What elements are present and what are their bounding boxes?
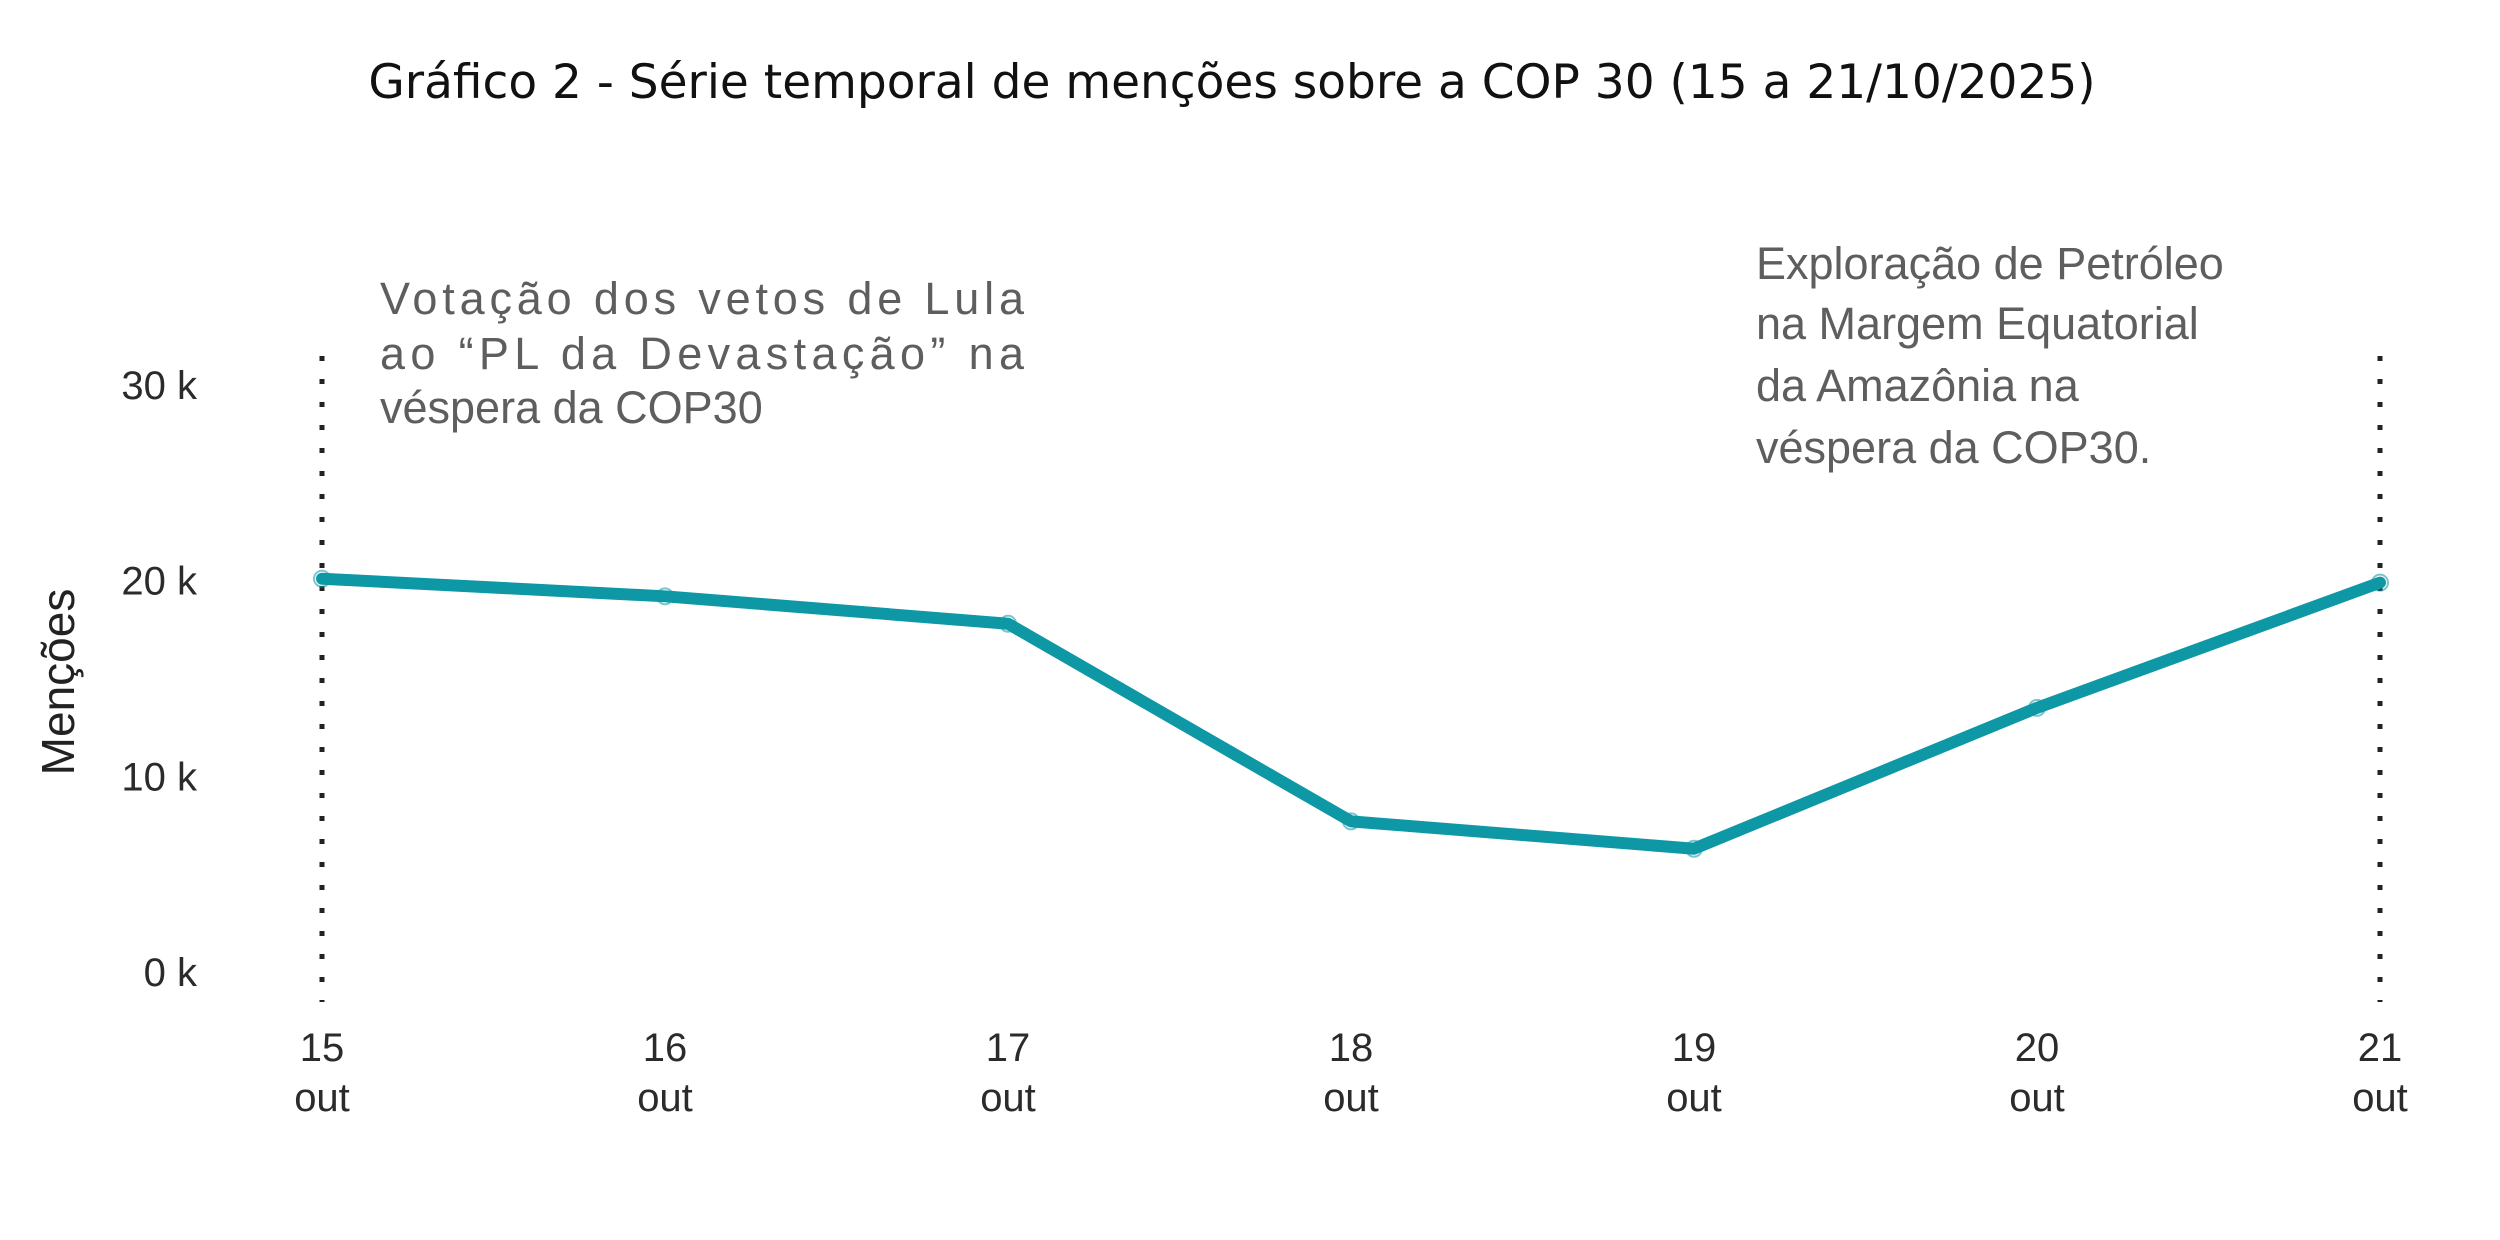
- data-point: [2028, 698, 2046, 717]
- x-tick-label-day: 17: [986, 1026, 1031, 1070]
- data-point: [313, 569, 331, 588]
- y-tick-label: 10 k: [121, 755, 198, 799]
- y-tick-label: 0 k: [144, 951, 198, 995]
- annotation-margem-equatorial-line: da Amazônia na: [1756, 360, 2080, 411]
- data-point: [1342, 812, 1360, 831]
- x-tick-label-day: 19: [1672, 1026, 1717, 1070]
- x-tick-label-month: out: [1323, 1076, 1379, 1120]
- chart-title: Gráfico 2 - Série temporal de menções so…: [368, 55, 2095, 110]
- annotation-pl-devastacao-line: Votação dos vetos de Lula: [380, 273, 1025, 324]
- data-point: [999, 614, 1017, 633]
- x-tick-label-day: 15: [300, 1026, 345, 1070]
- series-line-mencoes: [316, 572, 2386, 855]
- y-tick-label: 30 k: [121, 364, 198, 408]
- annotation-pl-devastacao-line: ao “PL da Devastação” na: [380, 328, 1025, 379]
- reference-lines: [319, 356, 2383, 1002]
- x-tick-label-month: out: [637, 1076, 693, 1120]
- x-tick-label-day: 16: [643, 1026, 688, 1070]
- annotation-pl-devastacao-line: véspera da COP30: [380, 382, 763, 433]
- data-point: [2371, 573, 2389, 592]
- annotation-margem-equatorial-line: Exploração de Petróleo: [1756, 238, 2224, 289]
- y-axis-ticks: 0 k 10 k 20 k 30 k: [121, 364, 198, 995]
- x-tick-label-day: 18: [1329, 1026, 1374, 1070]
- x-tick-label-month: out: [2352, 1076, 2408, 1120]
- x-tick-label-month: out: [980, 1076, 1036, 1120]
- series-group: [313, 569, 2389, 858]
- annotation-margem-equatorial-line: na Margem Equatorial: [1756, 298, 2199, 349]
- annotation-margem-equatorial-line: véspera da COP30.: [1756, 422, 2151, 473]
- x-tick-label-day: 20: [2015, 1026, 2060, 1070]
- x-tick-label-month: out: [1666, 1076, 1722, 1120]
- data-point: [1685, 839, 1703, 858]
- x-tick-label-month: out: [2009, 1076, 2065, 1120]
- data-point: [656, 587, 674, 606]
- y-tick-label: 20 k: [121, 560, 198, 604]
- x-tick-label-day: 21: [2358, 1026, 2403, 1070]
- x-axis-ticks: 15 out 16 out 17 out 18 out 19 out 20 out 21 out: [294, 1026, 2408, 1120]
- y-axis-label: Menções: [32, 589, 84, 776]
- x-tick-label-month: out: [294, 1076, 350, 1120]
